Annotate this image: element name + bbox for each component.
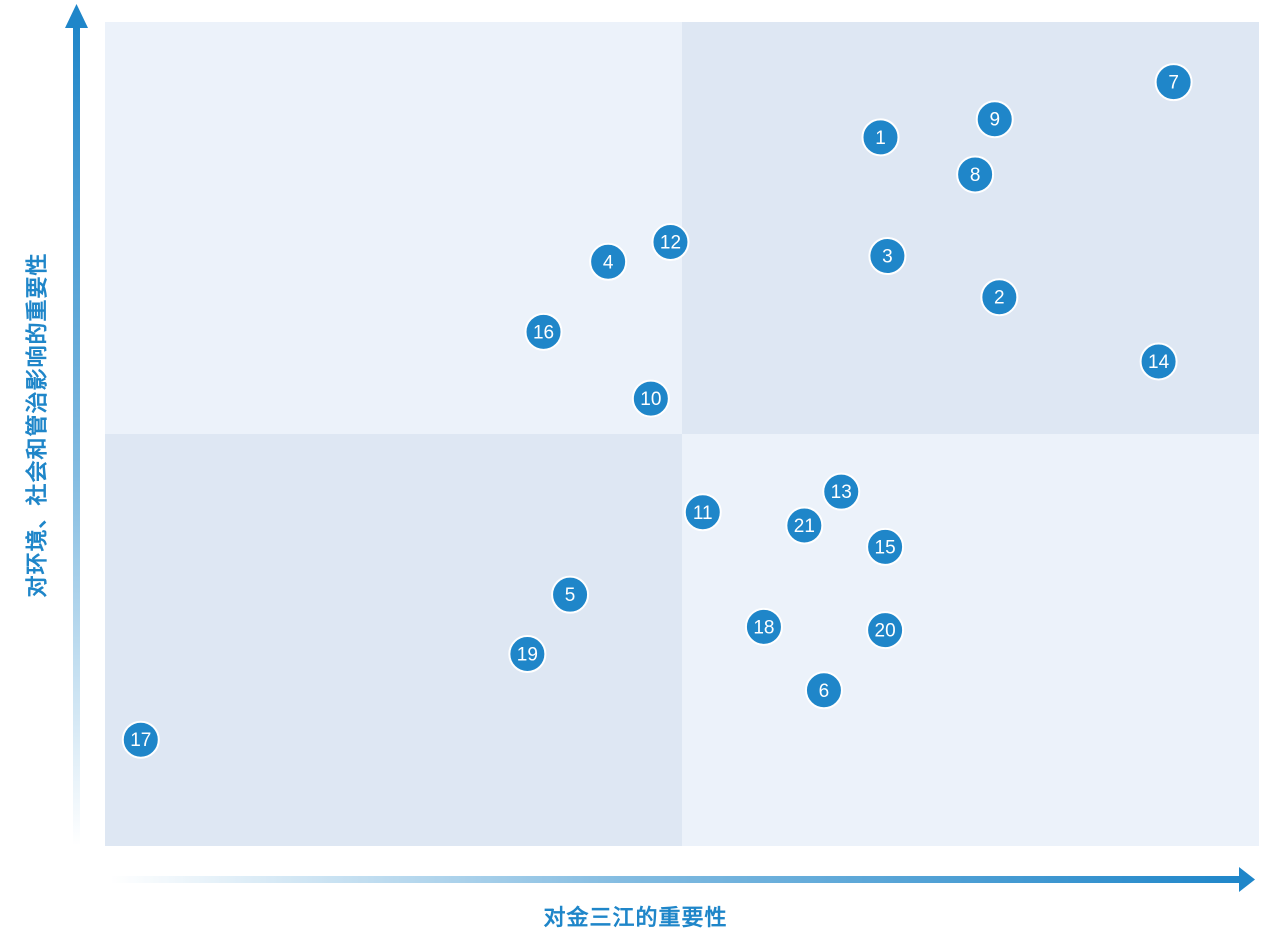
quadrant-top-left	[105, 22, 682, 434]
data-point-label: 9	[989, 110, 1000, 131]
data-point-marker	[744, 607, 783, 646]
data-point-label: 3	[882, 247, 893, 268]
data-point-label: 19	[517, 645, 538, 666]
data-point-label: 8	[970, 165, 981, 186]
x-axis-arrow	[110, 867, 1255, 892]
data-point: 7	[1154, 63, 1193, 102]
data-point: 14	[1139, 342, 1178, 381]
data-point: 2	[980, 278, 1019, 317]
data-point: 18	[744, 607, 783, 646]
data-point-marker	[785, 506, 824, 545]
y-axis-arrow	[65, 4, 88, 846]
data-point: 11	[683, 493, 722, 532]
data-point-marker	[868, 237, 907, 276]
data-point-marker	[1139, 342, 1178, 381]
data-point-label: 15	[875, 537, 896, 558]
data-point-marker	[1154, 63, 1193, 102]
data-point-label: 17	[130, 730, 151, 751]
data-point: 17	[121, 720, 160, 759]
data-point: 19	[508, 635, 547, 674]
quadrant-bottom-left	[105, 434, 682, 846]
data-point-marker	[980, 278, 1019, 317]
data-point-marker	[589, 242, 628, 281]
data-point-marker	[524, 312, 563, 351]
data-point-label: 12	[660, 233, 681, 254]
data-point: 10	[631, 379, 670, 418]
data-point-label: 11	[693, 503, 713, 524]
data-point: 13	[822, 472, 861, 511]
data-point: 12	[651, 223, 690, 262]
data-point-marker	[551, 575, 590, 614]
data-point-label: 7	[1168, 73, 1179, 94]
data-point-marker	[866, 527, 905, 566]
data-point-label: 21	[794, 516, 815, 537]
y-axis-label-container: 对环境、社会和管治影响的重要性	[10, 115, 60, 735]
data-point-marker	[804, 671, 843, 710]
data-point-label: 14	[1148, 352, 1170, 373]
data-point: 21	[785, 506, 824, 545]
data-point-label: 13	[831, 482, 852, 503]
data-point-marker	[956, 155, 995, 194]
x-axis-label: 对金三江的重要性	[543, 906, 728, 931]
data-point: 3	[868, 237, 907, 276]
data-point-marker	[651, 223, 690, 262]
data-point-label: 2	[994, 288, 1005, 309]
y-axis-label: 对环境、社会和管治影响的重要性	[25, 252, 51, 598]
data-point: 5	[551, 575, 590, 614]
data-point-marker	[866, 611, 905, 650]
quadrant-bottom-right	[682, 434, 1259, 846]
data-point-label: 16	[533, 322, 554, 343]
data-point-label: 10	[640, 389, 661, 410]
data-point: 8	[956, 155, 995, 194]
data-point: 1	[861, 118, 900, 157]
data-point: 15	[866, 527, 905, 566]
data-point-marker	[631, 379, 670, 418]
data-point: 9	[975, 100, 1014, 139]
data-point-label: 18	[753, 617, 774, 638]
data-point: 6	[804, 671, 843, 710]
data-point-label: 6	[819, 681, 830, 702]
data-point-marker	[975, 100, 1014, 139]
data-point-label: 1	[875, 128, 886, 149]
data-point-label: 20	[875, 621, 896, 642]
data-point: 4	[589, 242, 628, 281]
data-point-marker	[683, 493, 722, 532]
data-point-marker	[861, 118, 900, 157]
data-point-label: 4	[603, 252, 614, 273]
data-point-label: 5	[565, 585, 576, 606]
data-point: 16	[524, 312, 563, 351]
data-point-marker	[121, 720, 160, 759]
data-point: 20	[866, 611, 905, 650]
data-point-marker	[822, 472, 861, 511]
data-point-marker	[508, 635, 547, 674]
